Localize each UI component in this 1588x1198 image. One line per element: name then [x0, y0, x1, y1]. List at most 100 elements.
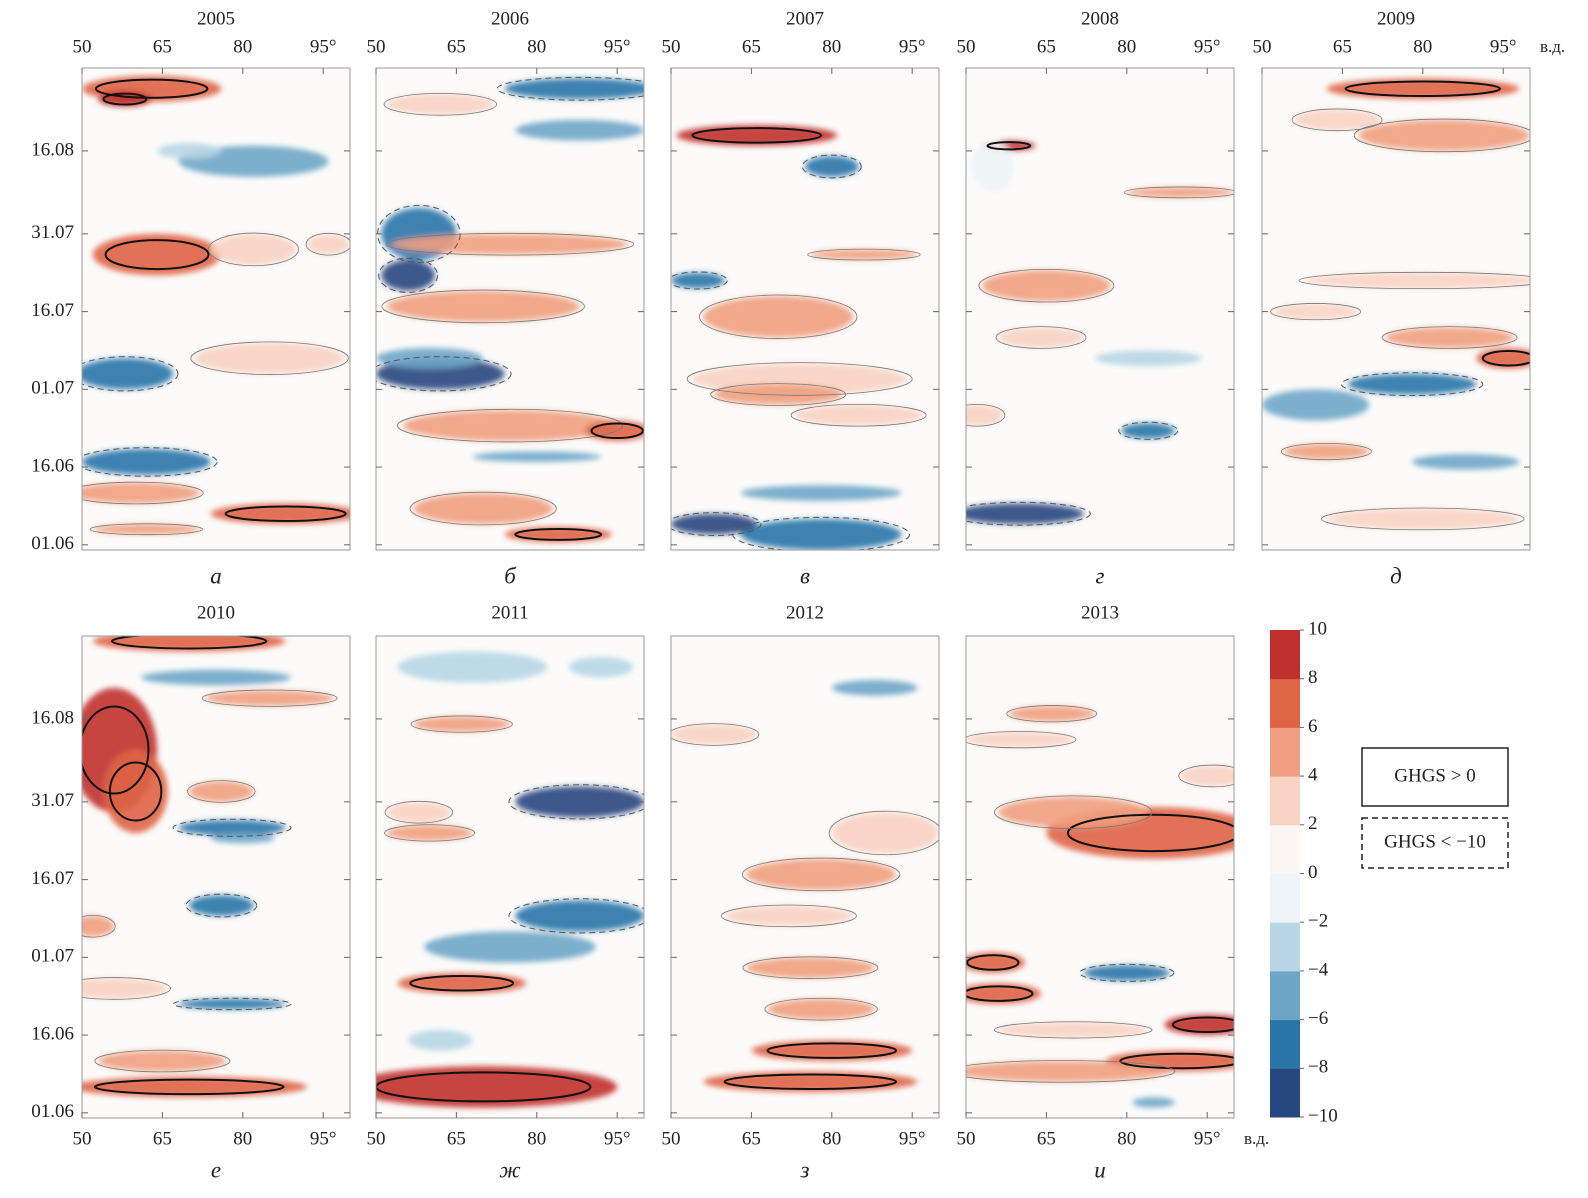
- field-blob: [831, 812, 939, 854]
- field-blob: [472, 451, 602, 462]
- field-blob: [794, 404, 923, 426]
- contour-thin: [410, 715, 513, 733]
- field: [376, 636, 644, 1118]
- colorbar-tick-label: 6: [1308, 716, 1318, 737]
- y-tick-label: 16.07: [31, 868, 74, 889]
- field-blob: [178, 998, 286, 1010]
- x-tick-label: 65: [1037, 1128, 1056, 1149]
- contour-thin: [1123, 186, 1234, 199]
- contour-thin: [1178, 764, 1234, 788]
- field-blob: [386, 825, 473, 841]
- contour-thin: [1270, 303, 1362, 321]
- contour-thin: [383, 92, 498, 116]
- field-blob: [740, 518, 902, 550]
- field-blob: [568, 656, 634, 678]
- contour-thin: [1280, 442, 1372, 461]
- field: [671, 68, 939, 550]
- field-blob: [413, 492, 553, 525]
- field-blob: [724, 905, 854, 927]
- contour-positive: [1344, 80, 1501, 97]
- y-tick-label: 16.07: [31, 300, 74, 321]
- x-tick-label: 80: [822, 36, 841, 57]
- contour-thin: [82, 481, 204, 505]
- field-blob: [515, 119, 644, 141]
- blobs: [966, 140, 1234, 525]
- contour-negative: [671, 271, 728, 290]
- x-tick-label: 95°: [604, 36, 631, 57]
- plot-frame: [375, 635, 645, 1119]
- panel-title: 2005: [197, 8, 235, 29]
- x-tick-label: 95°: [1194, 1128, 1221, 1149]
- contour-negative: [185, 893, 258, 918]
- contour-negative: [966, 501, 1091, 526]
- contour-negative: [496, 76, 644, 101]
- contour-thin: [89, 523, 204, 536]
- x-tick-label: 50: [73, 36, 92, 57]
- contour-thin: [1353, 118, 1530, 153]
- field-blob: [189, 895, 254, 916]
- x-tick-label: 65: [1037, 36, 1056, 57]
- x-tick-label: 80: [1413, 36, 1432, 57]
- x-tick-label: 65: [447, 36, 466, 57]
- x-tick-label: 65: [153, 36, 172, 57]
- field-blob: [210, 832, 275, 844]
- contour-positive: [409, 974, 515, 992]
- field-blob: [189, 781, 254, 802]
- contour-thin: [381, 289, 585, 324]
- field-blob: [515, 900, 644, 932]
- field-blob: [515, 786, 644, 818]
- y-tick-label: 16.06: [31, 1023, 74, 1044]
- contour-thin: [384, 800, 454, 824]
- field-blob: [386, 290, 580, 322]
- colorbar-band: [1270, 970, 1300, 1021]
- field-blob: [998, 796, 1149, 828]
- contour-positive: [723, 1073, 898, 1090]
- contour-positive: [691, 127, 823, 144]
- panel-title: 2007: [786, 8, 824, 29]
- colorbar-band: [1270, 678, 1300, 728]
- x-tick-label: 50: [957, 36, 976, 57]
- legend-label: GHGS < −10: [1384, 831, 1486, 852]
- contour-thin: [397, 408, 623, 443]
- field-blob: [178, 819, 286, 836]
- x-tick-label: 80: [822, 1128, 841, 1149]
- x-tick-label: 95°: [1194, 36, 1221, 57]
- plot-frame: [81, 67, 351, 551]
- contour-positive: [102, 92, 148, 106]
- colorbar-band: [1270, 1068, 1300, 1118]
- panel-label: б: [504, 563, 517, 588]
- contour-negative: [801, 154, 862, 179]
- y-tick-label: 01.07: [31, 946, 74, 967]
- field-blob: [1283, 443, 1370, 460]
- field-blob: [966, 1060, 1170, 1082]
- colorbar-tick-label: −8: [1308, 1057, 1328, 1078]
- field-blob: [713, 384, 843, 405]
- field-blob: [402, 410, 618, 442]
- field-blob: [386, 93, 494, 115]
- plot-bg: [966, 68, 1234, 550]
- field-blob: [1326, 508, 1520, 530]
- contour-negative: [508, 898, 644, 934]
- contour-thin: [807, 248, 921, 261]
- contour-positive: [1066, 813, 1234, 853]
- contour-thin: [1298, 271, 1530, 290]
- contour-thin: [1381, 326, 1518, 349]
- field-blob: [82, 358, 174, 390]
- field-blob: [1347, 373, 1477, 395]
- x-tick-label: 50: [662, 1128, 681, 1149]
- colorbar-tick-label: −6: [1308, 1008, 1328, 1029]
- field-blob: [1358, 119, 1530, 151]
- contour-thin: [994, 1021, 1153, 1039]
- field-blob: [966, 503, 1084, 525]
- plot-frame: [81, 635, 351, 1119]
- contour-thin: [190, 341, 349, 375]
- contour-thin: [385, 232, 635, 256]
- contour-positive: [1119, 1052, 1234, 1070]
- contour-thin: [994, 795, 1153, 829]
- field-blob: [194, 342, 345, 374]
- x-tick-label: 95°: [604, 1128, 631, 1149]
- contour-positive: [766, 1042, 898, 1059]
- contour-thin: [742, 956, 879, 979]
- panel-label: ж: [499, 1157, 521, 1182]
